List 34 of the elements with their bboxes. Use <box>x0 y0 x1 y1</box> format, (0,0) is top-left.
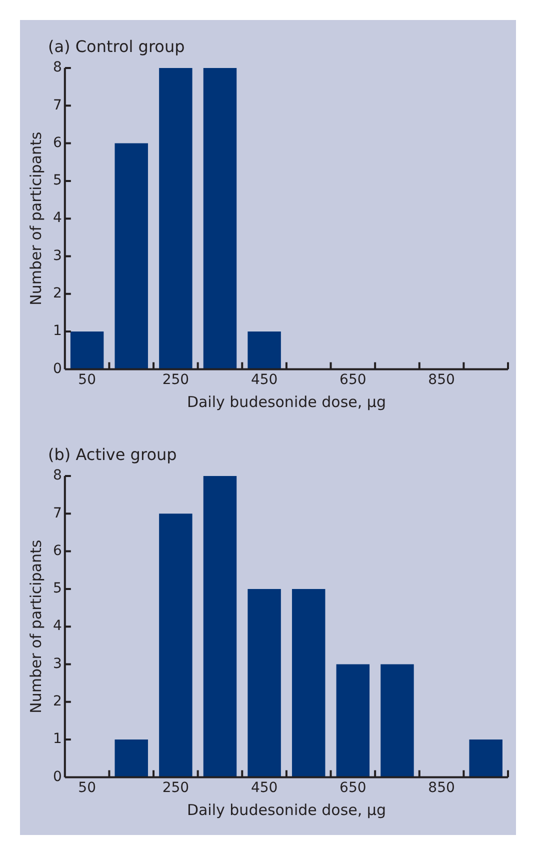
y-tick-label: 7 <box>52 505 62 522</box>
x-tick-label: 50 <box>78 780 96 796</box>
y-tick-label: 2 <box>52 286 62 302</box>
y-tick-label: 7 <box>52 97 62 114</box>
y-tick-label: 3 <box>52 248 62 264</box>
y-tick-label: 4 <box>52 210 62 226</box>
y-tick-label: 0 <box>52 360 62 377</box>
chart-title: (a) Control group <box>48 37 185 56</box>
y-tick-label: 5 <box>52 580 62 597</box>
x-axis-title: Daily budesonide dose, µg <box>186 800 386 819</box>
y-tick-label: 2 <box>52 694 62 710</box>
y-tick-label: 1 <box>52 323 62 340</box>
y-tick-label: 5 <box>52 172 62 189</box>
y-tick-label: 6 <box>52 134 62 151</box>
x-tick-label: 250 <box>162 372 190 388</box>
x-tick-label: 650 <box>340 372 366 388</box>
y-tick-label: 6 <box>52 542 62 559</box>
x-tick-label: 650 <box>340 780 366 796</box>
x-tick-label: 450 <box>250 372 278 388</box>
y-tick-label: 1 <box>52 731 62 748</box>
y-axis-title: Number of participants <box>26 132 45 306</box>
y-tick-label: 0 <box>52 768 62 785</box>
y-tick-label: 8 <box>52 60 62 76</box>
x-tick-label: 850 <box>428 372 455 388</box>
x-tick-label: 250 <box>162 780 190 796</box>
chart-title: (b) Active group <box>48 445 177 464</box>
x-axis-title: Daily budesonide dose, µg <box>186 392 386 411</box>
x-tick-label: 450 <box>250 780 278 796</box>
y-axis-title: Number of participants <box>26 540 45 714</box>
y-tick-label: 3 <box>52 656 62 672</box>
x-tick-label: 50 <box>78 372 96 388</box>
x-tick-label: 850 <box>428 780 455 796</box>
y-tick-label: 4 <box>52 618 62 634</box>
y-tick-label: 8 <box>52 468 62 484</box>
